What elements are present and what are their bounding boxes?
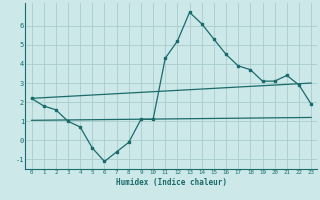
X-axis label: Humidex (Indice chaleur): Humidex (Indice chaleur) [116, 178, 227, 187]
